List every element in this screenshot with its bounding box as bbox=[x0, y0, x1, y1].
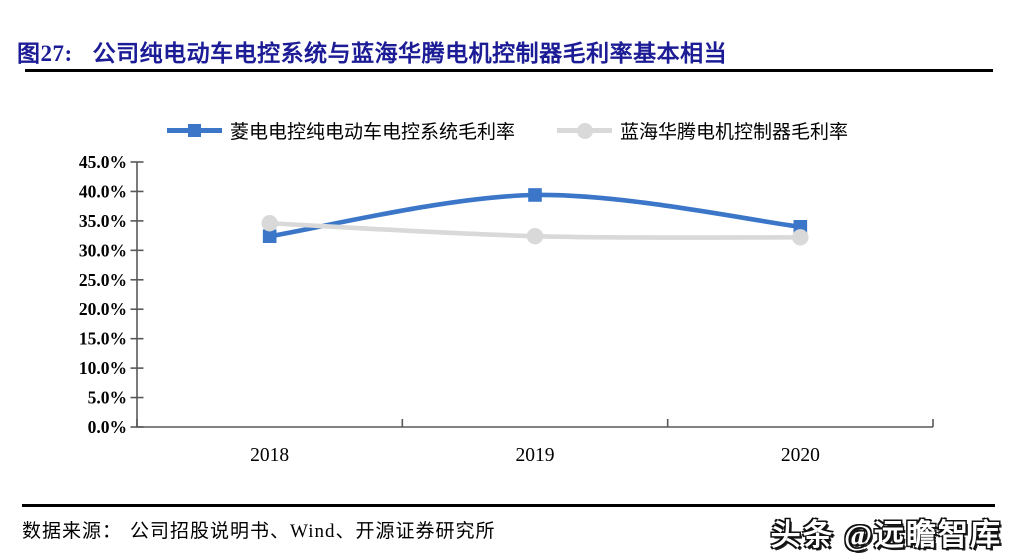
x-axis-tick-label: 2020 bbox=[781, 445, 820, 466]
chart-legend: 菱电电控纯电动车电控系统毛利率 蓝海华腾电机控制器毛利率 bbox=[0, 117, 1015, 144]
y-axis-tick-label: 35.0% bbox=[79, 211, 127, 231]
square-marker-icon bbox=[187, 123, 201, 137]
legend-label: 菱电电控纯电动车电控系统毛利率 bbox=[229, 122, 515, 143]
y-axis-tick-label: 45.0% bbox=[79, 152, 127, 172]
chart-area: 菱电电控纯电动车电控系统毛利率 蓝海华腾电机控制器毛利率 0.0% 5.0% 10.… bbox=[0, 95, 1015, 505]
y-axis-tick-label: 30.0% bbox=[79, 240, 127, 260]
figure-title: 公司纯电动车电控系统与蓝海华腾电机控制器毛利率基本相当 bbox=[92, 41, 728, 66]
legend-label: 蓝海华腾电机控制器毛利率 bbox=[620, 122, 849, 143]
square-data-marker bbox=[528, 188, 542, 202]
figure-number-label: 图27: bbox=[17, 41, 73, 66]
y-axis-tick-label: 5.0% bbox=[88, 388, 127, 408]
y-axis-tick-label: 40.0% bbox=[79, 181, 127, 201]
y-axis-tick-label: 0.0% bbox=[88, 417, 127, 437]
y-axis-tick-label: 15.0% bbox=[79, 329, 127, 349]
circle-data-marker bbox=[526, 228, 544, 245]
data-source: 数据来源： 公司招股说明书、Wind、开源证券研究所 bbox=[22, 516, 495, 543]
legend-item-lingdian: 菱电电控纯电动车电控系统毛利率 bbox=[166, 117, 515, 144]
circle-marker-icon bbox=[577, 122, 593, 139]
y-axis-tick-label: 10.0% bbox=[79, 358, 127, 378]
legend-line-circle-icon bbox=[557, 122, 612, 139]
square-data-marker bbox=[262, 229, 277, 243]
circle-data-marker bbox=[261, 215, 278, 232]
figure-header: 图27: 公司纯电动车电控系统与蓝海华腾电机控制器毛利率基本相当 bbox=[17, 34, 727, 68]
x-axis-tick-label: 2019 bbox=[516, 445, 555, 466]
line-chart-plot: 0.0% 5.0% 10.0% 15.0% 20.0% 25.0% 30.0% 35.0% 40… bbox=[79, 152, 934, 466]
legend-line-square-icon bbox=[166, 123, 222, 137]
data-source-text: 公司招股说明书、Wind、开源证券研究所 bbox=[130, 521, 496, 542]
title-underline-rule bbox=[25, 69, 993, 72]
y-axis-tick-label: 25.0% bbox=[79, 270, 127, 290]
x-axis-tick-label: 2018 bbox=[250, 445, 289, 466]
watermark-toutiao: 头条 @远瞻智库 bbox=[770, 519, 1002, 552]
footer-rule bbox=[22, 504, 995, 507]
data-source-label: 数据来源： bbox=[22, 521, 123, 542]
legend-item-lanhai: 蓝海华腾电机控制器毛利率 bbox=[557, 117, 848, 144]
circle-data-marker bbox=[792, 229, 809, 246]
y-axis-tick-label: 20.0% bbox=[79, 299, 127, 319]
